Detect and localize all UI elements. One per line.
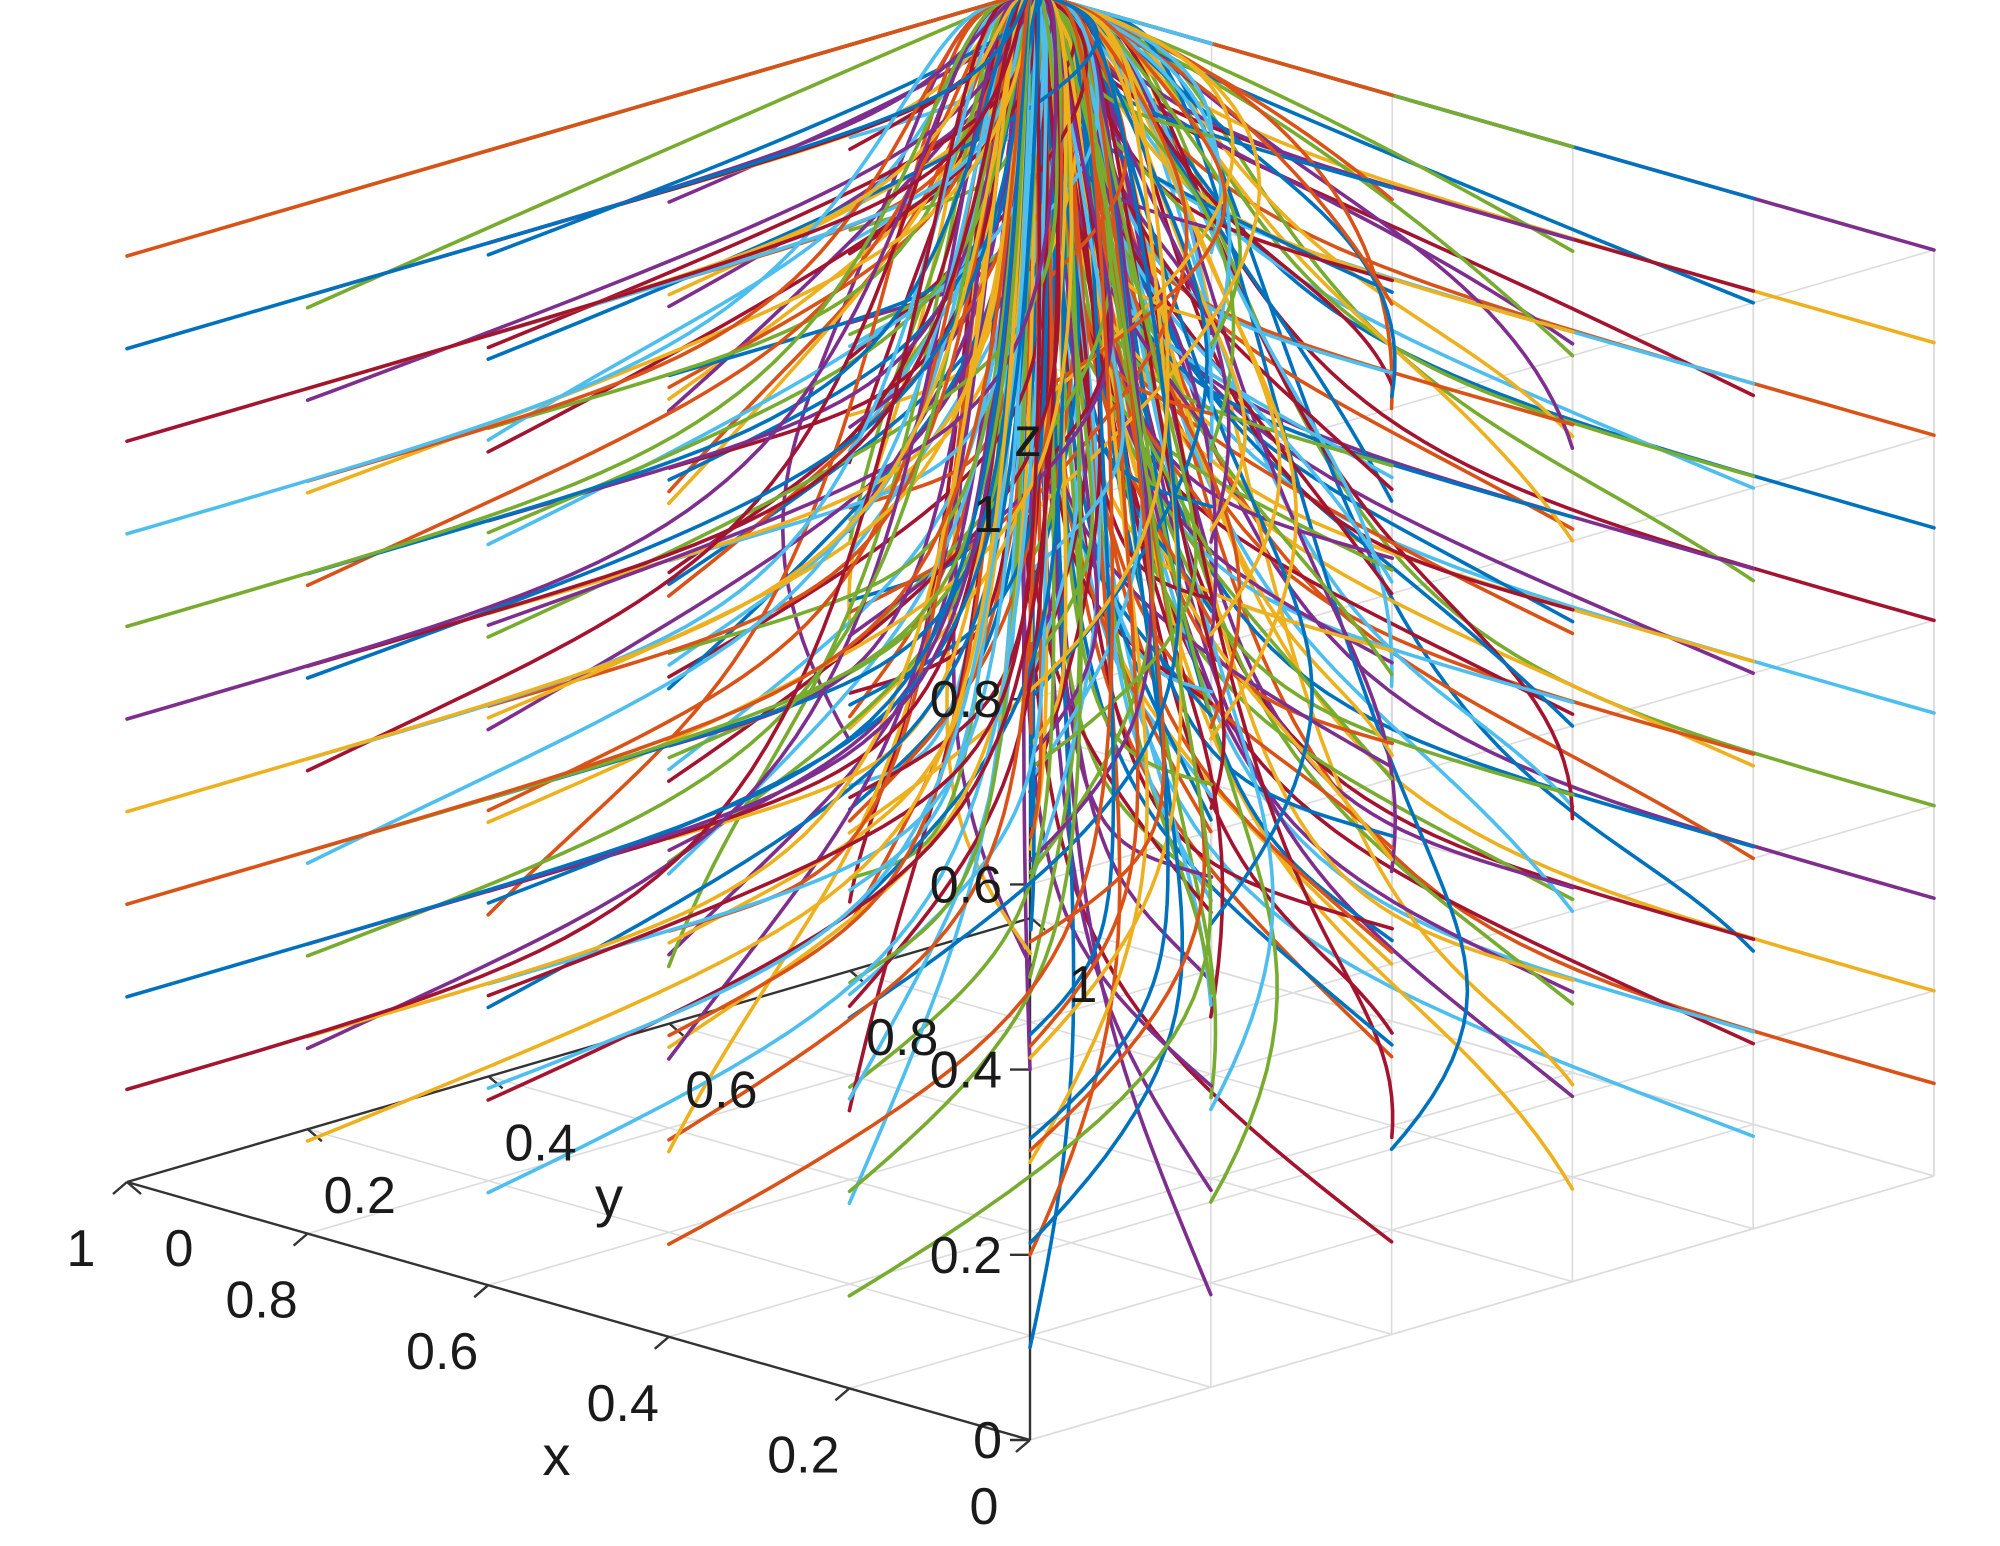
- trajectory-line-357: [125, 0, 1028, 351]
- trajectory-line-350: [125, 0, 1031, 999]
- grid-line-floor-y-3: [669, 1022, 1573, 1283]
- trajectory-line-345: [305, 0, 1011, 483]
- trajectory-line-319: [486, 0, 1040, 1090]
- trajectory-line-358: [125, 0, 1011, 258]
- y-tick-label-3: 0.6: [685, 1062, 757, 1120]
- trajectory-line-269: [666, 0, 1115, 1246]
- trajectory-line-178: [1028, 0, 1227, 400]
- trajectory-line-344: [305, 0, 1021, 576]
- trajectory-line-324: [486, 0, 1058, 628]
- x-tick-label-0: 0: [970, 1478, 999, 1536]
- trajectory-line-343: [305, 0, 1023, 669]
- trajectory-line-322: [486, 0, 1021, 813]
- x-tick-mark-2: [654, 1335, 670, 1350]
- trajectory-line-299: [486, 0, 1048, 1195]
- x-tick-label-2: 0.4: [587, 1375, 659, 1433]
- y-tick-mark-1: [307, 1128, 323, 1143]
- y-tick-label-4: 0.8: [866, 1009, 938, 1067]
- trajectory-line-149: [1052, 0, 1214, 46]
- label-layer: 0 0.2 0.4 0.6 0.8 1 0 0.2 0.4 0.6 0.8 1 0 0.2 0.4 0.6 0.…: [67, 405, 1098, 1536]
- trajectory-line-173: [1028, 0, 1153, 863]
- grid-line-floor-y-4: [849, 970, 1754, 1230]
- trajectory-line-329: [305, 0, 1032, 1143]
- y-tick-label-0: 0: [165, 1220, 194, 1278]
- y-tick-label-2: 0.4: [504, 1114, 576, 1172]
- z-tick-label-3: 0.6: [930, 856, 1002, 914]
- trajectory-line-232: [847, 0, 1182, 1020]
- z-tick-label-0: 0: [973, 1412, 1002, 1470]
- x-tick-mark-3: [473, 1284, 489, 1299]
- trajectory-line-66: [1050, 0, 1394, 689]
- trajectory-line-342: [305, 0, 1013, 761]
- y-tick-label-1: 0.2: [324, 1167, 396, 1225]
- trajectory-line-234: [847, 0, 1170, 835]
- z-tick-label-5: 1: [973, 486, 1002, 544]
- trajectory-line-320: [486, 0, 1042, 998]
- z-axis-label: z: [1014, 405, 1042, 468]
- trajectory-line-347: [305, 0, 1016, 298]
- x-tick-label-3: 0.6: [406, 1323, 478, 1381]
- trajectory-line-248: [847, 0, 1089, 360]
- trajectory-line-352: [125, 0, 1025, 814]
- grid-line-z-a-0: [1029, 1175, 1935, 1441]
- trajectory-line-152: [1028, 0, 1149, 1164]
- grid-line-floor-x-1: [849, 1123, 1754, 1390]
- x-tick-mark-0: [1015, 1439, 1031, 1453]
- trajectory-line-169: [1028, 0, 1235, 412]
- z-tick-label-2: 0.4: [930, 1042, 1002, 1100]
- z-tick-label-4: 0.8: [930, 671, 1002, 729]
- x-axis-line: [126, 1180, 1031, 1442]
- trajectory-line-351: [125, 0, 1031, 907]
- grid-line-floor-x-2: [668, 1072, 1574, 1338]
- trajectory-line-355: [125, 0, 1011, 536]
- trajectory-line-170: [1028, 0, 1170, 1141]
- trajectory-line-338: [305, 0, 1017, 310]
- z-tick-label-1: 0.2: [930, 1227, 1002, 1285]
- trajectory-line-349: [125, 0, 1012, 1092]
- y-axis-label: y: [595, 1165, 623, 1228]
- x-tick-mark-5: [112, 1181, 128, 1195]
- trajectory-line-229: [847, 0, 1213, 1298]
- trajectory-line-325: [486, 0, 1032, 535]
- grid-line-floor-y-2: [488, 1075, 1392, 1336]
- x-tick-mark-1: [834, 1387, 851, 1402]
- trajectory-line-346: [305, 0, 1019, 391]
- trajectory-line-306: [486, 0, 1045, 547]
- trajectory-line-288: [667, 0, 1042, 204]
- y-tick-mark-0: [126, 1181, 142, 1195]
- trajectory-layer: [125, 0, 1936, 1350]
- grid-line-z-a-1: [1029, 990, 1935, 1256]
- trajectory-line-312: [486, 0, 1023, 708]
- x-tick-label-1: 0.2: [767, 1426, 839, 1484]
- trajectory-line-79: [1049, 0, 1394, 202]
- x-tick-label-5: 1: [67, 1220, 96, 1278]
- trajectory-line-305: [486, 0, 1059, 639]
- trajectory-line-356: [125, 0, 1029, 444]
- trajectory-line-341: [305, 0, 1032, 854]
- x-axis-label: x: [543, 1424, 571, 1487]
- trajectory-line-328: [486, 0, 1043, 257]
- trajectory-line-339: [305, 0, 1025, 1039]
- x-tick-label-4: 0.8: [225, 1272, 297, 1330]
- y-tick-mark-2: [487, 1075, 504, 1090]
- trajectory-line-334: [305, 0, 1038, 680]
- trajectory-line-353: [125, 0, 1011, 721]
- grid-line-floor-x-4: [307, 968, 1212, 1235]
- grid-line-floor-x-3: [487, 1020, 1393, 1286]
- trajectory-line-354: [125, 0, 1011, 629]
- grid-line-floor-y-1: [307, 1128, 1212, 1388]
- trajectory-line-321: [486, 0, 1041, 905]
- y-tick-label-5: 1: [1069, 956, 1098, 1014]
- x-tick-mark-4: [292, 1232, 309, 1247]
- trajectory-line-39: [1049, 0, 1575, 253]
